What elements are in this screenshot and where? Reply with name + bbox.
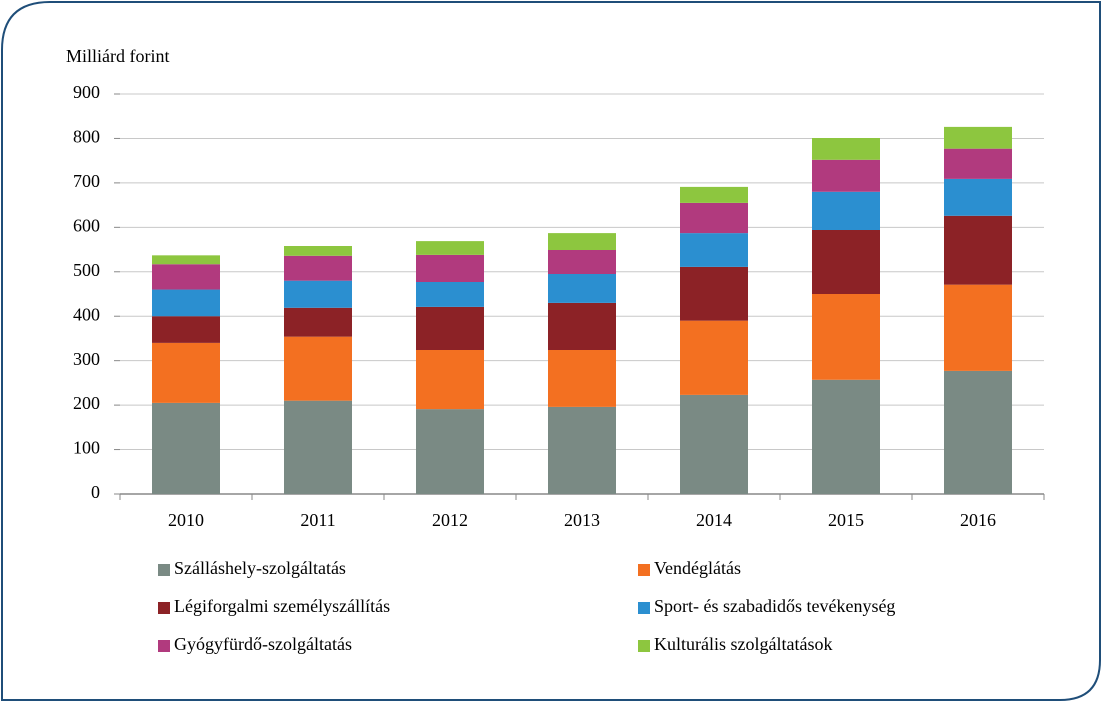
legend-swatch [158,640,170,652]
bar-segment [284,336,352,401]
legend-swatch [638,640,650,652]
bar-segment [944,215,1012,285]
bar-segment [944,370,1012,494]
y-tick-label: 500 [73,260,100,280]
bar-segment [680,266,748,321]
bar-segment [680,394,748,494]
y-tick-label: 800 [73,127,100,147]
y-tick-label: 600 [73,215,100,235]
bar-segment [548,233,616,250]
bar-segment [284,307,352,337]
bar-segment [548,274,616,303]
bar-segment [944,284,1012,371]
y-tick-label: 700 [73,171,100,191]
legend-swatch [638,564,650,576]
bar-segment [548,350,616,407]
bar-segment [416,254,484,282]
bar-segment [680,320,748,395]
bar-segment [944,148,1012,179]
bar-segment [284,280,352,308]
legend-label: Szálláshely-szolgáltatás [174,558,346,578]
legend-label: Légiforgalmi személyszállítás [174,596,390,616]
bar-segment [812,191,880,230]
bar-segment [812,379,880,494]
y-tick-label: 200 [73,393,100,413]
x-tick-label: 2011 [300,510,335,530]
legend-swatch [158,602,170,614]
y-tick-label: 900 [73,82,100,102]
bar-segment [284,255,352,281]
legend-label: Kulturális szolgáltatások [654,634,832,654]
y-tick-label: 400 [73,304,100,324]
bar-segment [680,186,748,203]
bar-segment [548,406,616,494]
bar-segment [416,241,484,255]
bar-segment [152,342,220,403]
bar-segment [944,126,1012,149]
bar-segment [548,302,616,350]
x-tick-label: 2012 [432,510,468,530]
y-tick-label: 100 [73,438,100,458]
x-tick-label: 2010 [168,510,204,530]
x-tick-label: 2015 [828,510,864,530]
bar-segment [152,255,220,265]
bar-segment [416,306,484,350]
bar-segment [152,402,220,494]
bar-segment [416,282,484,307]
x-tick-label: 2013 [564,510,600,530]
bar-segment [680,202,748,234]
bar-segment [680,233,748,267]
legend-swatch [638,602,650,614]
bar-segment [416,350,484,410]
y-tick-label: 0 [91,482,100,502]
bar-segment [152,264,220,290]
legend-label: Gyógyfürdő-szolgáltatás [174,634,352,654]
bar-segment [812,230,880,294]
y-axis-label: Milliárd forint [66,46,169,66]
bar-segment [152,316,220,343]
bar-segment [152,289,220,317]
legend-label: Vendéglátás [654,558,741,578]
y-tick-label: 300 [73,349,100,369]
bar-segment [548,250,616,274]
bar-segment [812,294,880,380]
x-tick-label: 2014 [696,510,732,530]
bar-segment [944,178,1012,216]
bar-segment [284,400,352,494]
bar-segment [416,409,484,494]
bar-segment [812,159,880,192]
bar-segment [284,246,352,256]
bar-segment [812,138,880,160]
legend-swatch [158,564,170,576]
legend-label: Sport- és szabadidős tevékenység [654,596,895,616]
x-tick-label: 2016 [960,510,996,530]
